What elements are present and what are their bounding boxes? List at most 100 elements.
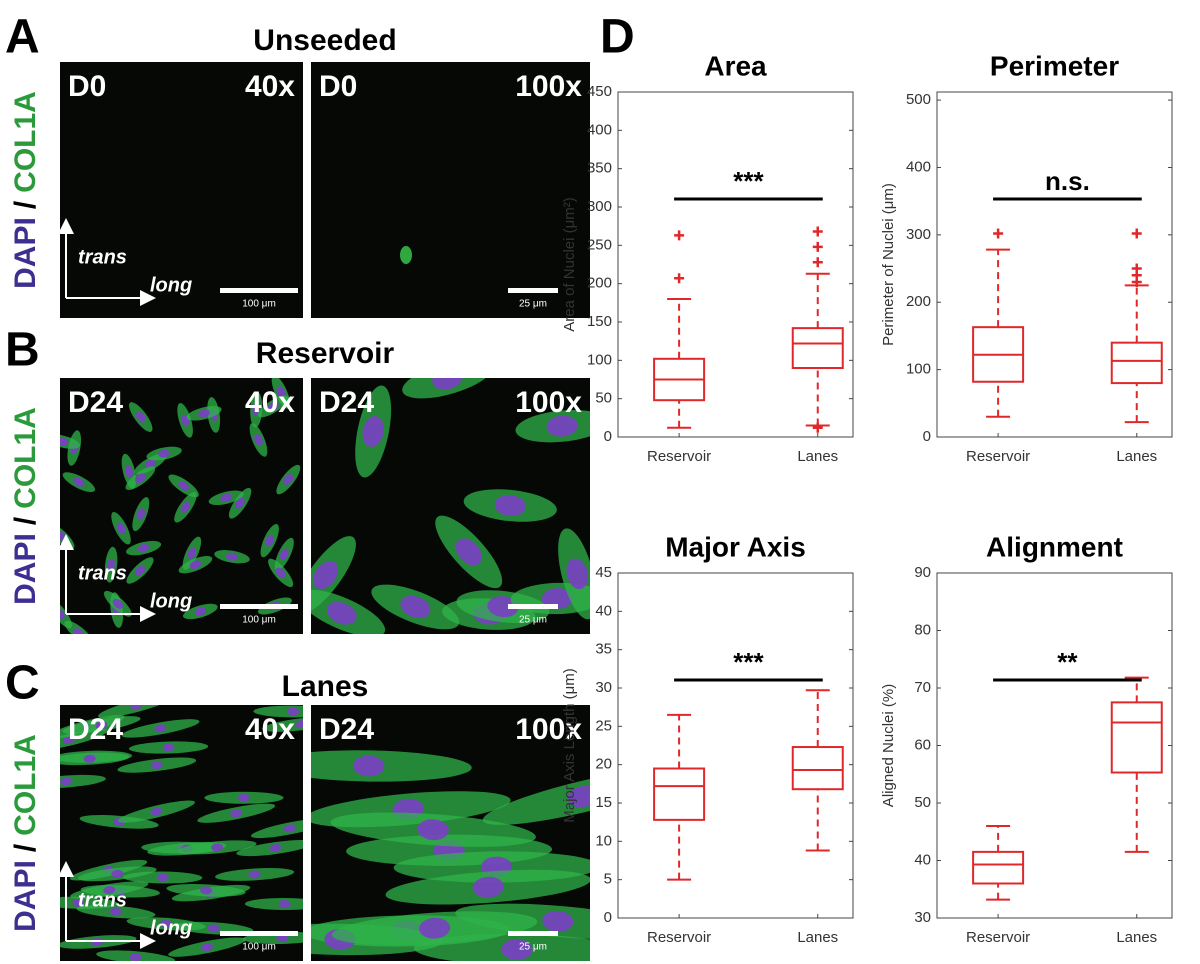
y-tick-label: 350 (587, 160, 612, 177)
magnification: 40x (245, 70, 295, 103)
chart-title: Area (704, 50, 767, 81)
nucleus (541, 588, 573, 609)
nucleus (156, 873, 169, 882)
panel-letter: D (600, 11, 635, 64)
y-tick-label: 70 (914, 679, 931, 696)
stain-label: DAPI / COL1A (9, 407, 42, 605)
y-tick-label: 0 (604, 909, 612, 926)
nucleus (60, 437, 69, 446)
x-tick-label: Reservoir (966, 448, 1030, 465)
micrograph (60, 62, 303, 318)
y-tick-label: 30 (914, 909, 931, 926)
nucleus (237, 793, 250, 802)
nucleus (162, 743, 175, 752)
nucleus (158, 449, 171, 458)
stain-col: COL1A (9, 91, 42, 193)
stain-sep: / (9, 200, 42, 209)
y-tick-label: 100 (906, 361, 931, 378)
nucleus (295, 720, 303, 729)
nucleus (107, 558, 116, 571)
y-tick-label: 400 (906, 158, 931, 175)
box (791, 746, 844, 791)
axis-label: long (150, 590, 192, 612)
nucleus (189, 560, 202, 570)
stain-label: DAPI / COL1A (9, 734, 42, 932)
nucleus (130, 705, 143, 711)
nucleus (135, 411, 146, 423)
nucleus (501, 939, 533, 960)
nucleus (472, 876, 504, 898)
nucleus (187, 547, 197, 559)
y-tick-label: 400 (587, 121, 612, 138)
micrograph (60, 378, 303, 634)
nucleus (267, 401, 279, 412)
nucleus (134, 473, 146, 484)
chart-title: Major Axis (665, 531, 806, 562)
micrograph (60, 705, 303, 961)
y-tick-label: 20 (595, 756, 612, 773)
nucleus (279, 548, 289, 560)
stain-col: COL1A (9, 407, 42, 509)
plot-frame (617, 572, 854, 919)
magnification: 100x (515, 386, 582, 419)
magnification: 40x (245, 713, 295, 746)
nucleus (180, 501, 191, 513)
box (1110, 701, 1163, 774)
chart-title: Perimeter (990, 50, 1119, 81)
outlier (812, 241, 823, 252)
y-tick-label: 500 (906, 91, 931, 108)
stain-dapi: DAPI (9, 533, 42, 605)
micrograph (311, 378, 590, 634)
cells (60, 705, 303, 961)
row-title: Reservoir (256, 337, 395, 370)
y-tick-label: 150 (587, 313, 612, 330)
nucleus (124, 465, 134, 478)
significance-label: *** (733, 166, 764, 196)
nucleus (154, 724, 167, 733)
box (791, 327, 844, 369)
nucleus (109, 907, 122, 916)
scale-label: 25 μm (519, 615, 547, 626)
outlier (674, 230, 685, 241)
row-title: Unseeded (253, 24, 396, 57)
y-tick-label: 30 (595, 679, 612, 696)
x-tick-label: Reservoir (966, 929, 1030, 946)
y-tick-label: 200 (906, 293, 931, 310)
y-tick-label: 100 (587, 351, 612, 368)
nucleus (150, 807, 163, 816)
magnification: 100x (515, 70, 582, 103)
nucleus (103, 886, 116, 895)
nucleus (265, 534, 275, 547)
magnification: 40x (245, 386, 295, 419)
row-title: Lanes (282, 670, 369, 703)
day-label: D0 (319, 70, 357, 103)
nucleus (144, 459, 157, 469)
significance-label: n.s. (1045, 166, 1090, 196)
magnification: 100x (515, 713, 582, 746)
y-tick-label: 300 (587, 198, 612, 215)
chart-title: Alignment (986, 531, 1123, 562)
nucleus (269, 843, 282, 853)
scale-label: 100 μm (242, 299, 276, 310)
nucleus (230, 809, 243, 818)
y-axis-label: Major Axis Length (μm) (561, 668, 578, 823)
cells (400, 246, 412, 264)
scale-bar (220, 288, 298, 293)
outlier (993, 228, 1004, 239)
y-tick-label: 40 (595, 602, 612, 619)
image-background (60, 62, 303, 318)
y-tick-label: 10 (595, 832, 612, 849)
box (653, 767, 706, 821)
y-axis-label: Perimeter of Nuclei (μm) (880, 183, 897, 346)
nucleus (129, 953, 142, 961)
y-tick-label: 450 (587, 83, 612, 100)
nucleus (207, 924, 220, 933)
nucleus (60, 777, 73, 786)
y-axis-label: Area of Nuclei (μm²) (561, 197, 578, 332)
scale-bar (508, 931, 558, 936)
x-tick-label: Lanes (1116, 448, 1157, 465)
scale-bar (508, 288, 558, 293)
y-tick-label: 90 (914, 564, 931, 581)
nucleus (283, 474, 294, 485)
